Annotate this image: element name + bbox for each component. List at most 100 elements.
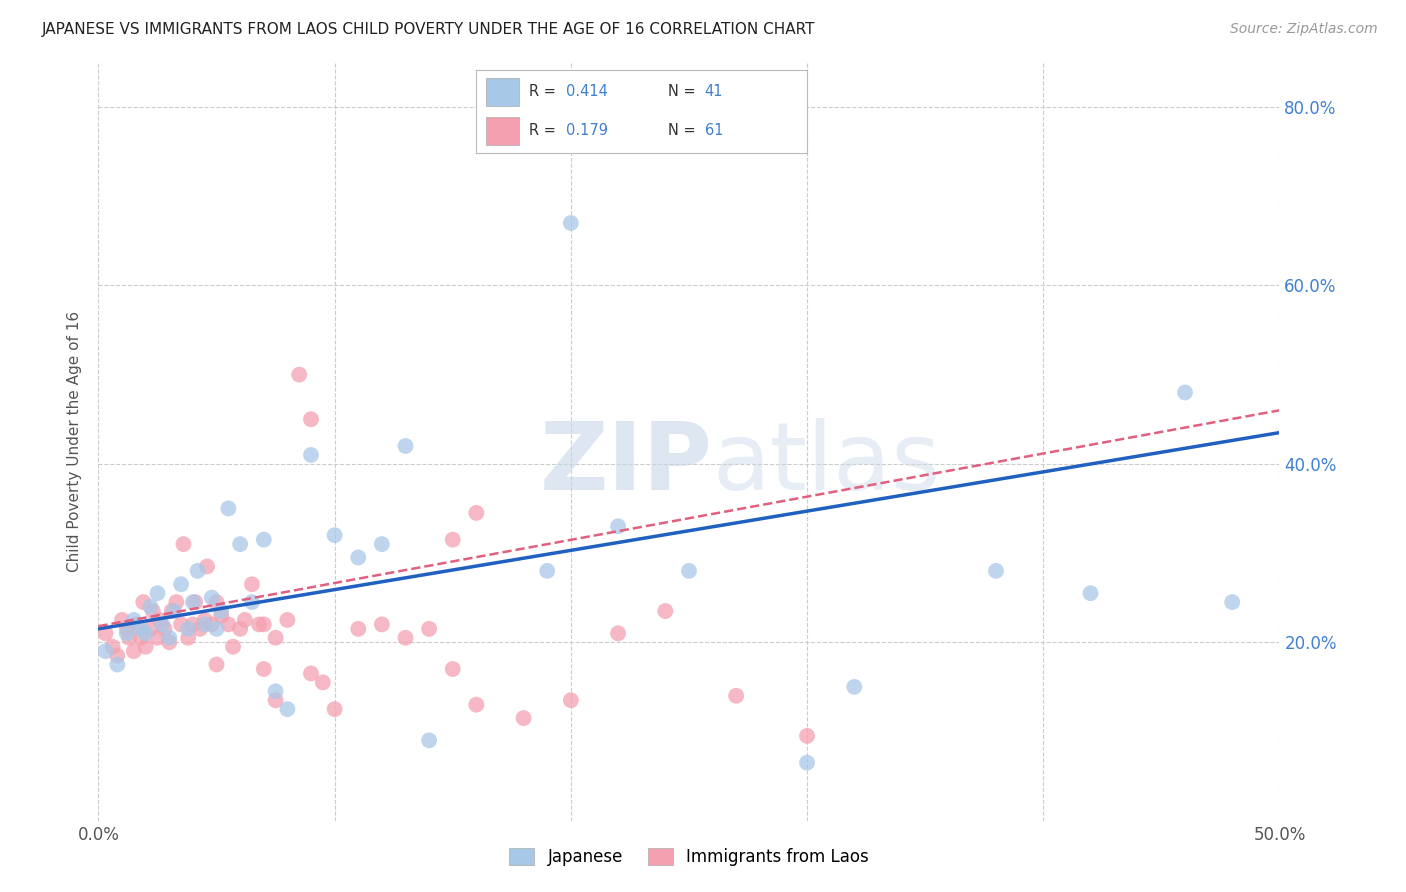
Point (217, 617, 239, 632)
Point (172, 537, 194, 551)
Point (441, 533, 464, 547)
Point (229, 622, 252, 636)
Point (146, 631, 169, 645)
Point (371, 617, 394, 632)
Point (247, 617, 270, 632)
Point (560, 216, 582, 230)
Point (347, 550, 370, 565)
Point (129, 622, 152, 636)
Point (194, 613, 217, 627)
Point (129, 631, 152, 645)
Point (205, 657, 228, 672)
Point (139, 599, 162, 614)
Point (184, 595, 207, 609)
Point (1174, 385, 1197, 400)
Point (105, 648, 128, 663)
Point (177, 622, 200, 636)
Point (115, 622, 138, 636)
Point (170, 577, 193, 591)
Point (105, 657, 128, 672)
Point (299, 666, 322, 681)
Point (536, 564, 558, 578)
Point (654, 604, 676, 618)
Point (347, 622, 370, 636)
Point (101, 640, 124, 654)
Point (240, 595, 263, 609)
Text: Source: ZipAtlas.com: Source: ZipAtlas.com (1230, 22, 1378, 37)
Point (725, 689, 748, 703)
Point (132, 595, 155, 609)
Point (288, 368, 311, 382)
Point (217, 501, 239, 516)
Point (205, 622, 228, 636)
Point (181, 595, 204, 609)
Point (222, 640, 245, 654)
Point (201, 617, 224, 632)
Legend: Japanese, Immigrants from Laos: Japanese, Immigrants from Laos (502, 841, 876, 873)
Point (418, 733, 440, 747)
Point (205, 595, 228, 609)
Point (125, 617, 148, 632)
Point (181, 617, 204, 632)
Point (209, 604, 232, 618)
Point (139, 622, 162, 636)
Point (201, 591, 224, 605)
Point (160, 604, 183, 618)
Point (229, 537, 252, 551)
Point (264, 631, 287, 645)
Point (276, 613, 298, 627)
Point (796, 729, 818, 743)
Point (153, 622, 176, 636)
Point (323, 702, 346, 716)
Point (194, 617, 217, 632)
Point (195, 559, 218, 574)
Point (135, 626, 157, 640)
Point (465, 506, 488, 520)
Point (188, 622, 211, 636)
Point (94, 644, 117, 658)
Point (465, 698, 488, 712)
Point (177, 631, 200, 645)
Point (253, 617, 276, 632)
Point (844, 680, 866, 694)
Point (299, 448, 322, 462)
Point (115, 626, 138, 640)
Point (607, 519, 630, 533)
Point (111, 613, 134, 627)
Point (209, 608, 232, 623)
Point (512, 711, 534, 725)
Point (157, 635, 180, 649)
Point (394, 439, 416, 453)
Point (394, 631, 416, 645)
Point (418, 622, 440, 636)
Point (607, 626, 630, 640)
Point (1220, 595, 1243, 609)
Point (122, 644, 145, 658)
Point (146, 586, 169, 600)
Point (122, 613, 145, 627)
Point (299, 412, 322, 426)
Point (796, 756, 818, 770)
Point (264, 693, 287, 707)
Point (264, 684, 287, 698)
Point (984, 564, 1007, 578)
Point (276, 702, 298, 716)
Point (150, 617, 173, 632)
Text: ZIP: ZIP (540, 418, 713, 510)
Point (135, 640, 157, 654)
Point (253, 662, 276, 676)
Point (233, 613, 256, 627)
Point (149, 613, 172, 627)
Text: JAPANESE VS IMMIGRANTS FROM LAOS CHILD POVERTY UNDER THE AGE OF 16 CORRELATION C: JAPANESE VS IMMIGRANTS FROM LAOS CHILD P… (42, 22, 815, 37)
Point (441, 662, 464, 676)
Point (142, 604, 165, 618)
Point (371, 537, 394, 551)
Point (163, 604, 186, 618)
Point (118, 631, 141, 645)
Point (253, 533, 276, 547)
Point (312, 675, 335, 690)
Point (187, 564, 209, 578)
Point (157, 631, 180, 645)
Point (678, 564, 700, 578)
Point (170, 617, 193, 632)
